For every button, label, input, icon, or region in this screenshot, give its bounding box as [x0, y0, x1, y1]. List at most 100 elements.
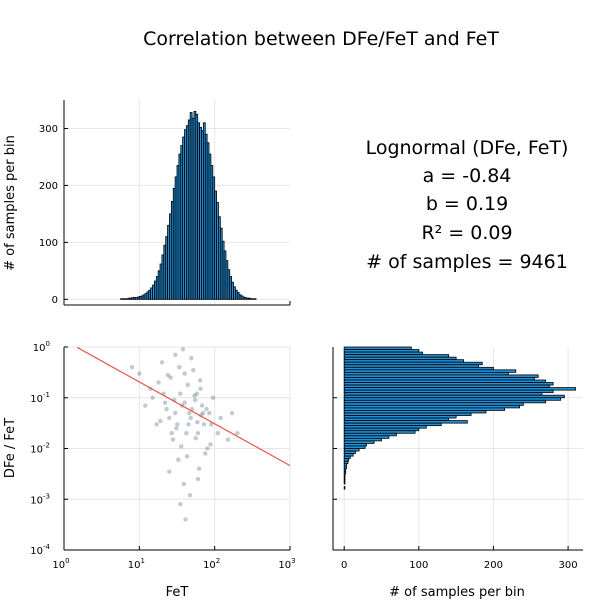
right-hist-xtick-label: 0 [341, 560, 347, 571]
scatter-point [205, 446, 210, 451]
scatter-point [187, 410, 192, 416]
right-hist-xtick-label: 300 [559, 560, 578, 571]
scatter-point [159, 360, 165, 365]
scatter-point [181, 481, 187, 487]
right-hist-xtick-label: 200 [484, 560, 503, 571]
scatter-point [179, 444, 184, 449]
scatter-xtick-label: 102 [203, 557, 220, 571]
stats-r2: R² = 0.09 [421, 222, 512, 244]
scatter-point [178, 501, 183, 507]
right-hist-xtick-label: 100 [409, 560, 428, 571]
scatter-point [225, 437, 231, 442]
scatter-point [183, 517, 188, 522]
scatter-point [201, 422, 207, 427]
scatter-point [182, 371, 187, 376]
scatter-point [215, 431, 220, 436]
scatter-point [174, 426, 179, 431]
scatter-xtick-label: 100 [52, 557, 69, 571]
scatter-point [167, 415, 172, 421]
scatter-point [198, 386, 203, 392]
scatter-point [194, 391, 200, 396]
scatter-point [189, 356, 194, 361]
stats-b: b = 0.19 [426, 193, 508, 215]
scatter-point [195, 476, 201, 482]
scatter-point [235, 431, 240, 436]
scatter-point [191, 367, 196, 373]
scatter-point [170, 437, 176, 442]
scatter-point [156, 380, 161, 385]
top-hist-bar [253, 298, 257, 300]
scatter-point [178, 391, 183, 396]
scatter-point [209, 422, 214, 427]
stats-n: # of samples = 9461 [366, 251, 568, 273]
scatter-point [195, 419, 200, 425]
scatter-point [200, 410, 206, 416]
scatter-point [218, 415, 223, 421]
scatter-point [188, 415, 193, 421]
scatter-xtick-label: 101 [128, 557, 145, 571]
stats-heading: Lognormal (DFe, FeT) [366, 137, 569, 159]
scatter-point [150, 395, 155, 400]
top-hist-ytick-label: 300 [39, 124, 58, 135]
scatter-point [164, 406, 169, 412]
scatter-point [137, 371, 142, 376]
scatter-ytick-label: 10-1 [30, 391, 50, 405]
scatter-point [143, 403, 148, 408]
top-hist-ytick-label: 0 [52, 295, 58, 306]
scatter-point [168, 375, 173, 380]
scatter-point [154, 422, 159, 427]
scatter-point [177, 364, 182, 370]
scatter-point [186, 422, 191, 427]
scatter-ylabel: DFe / FeT [3, 418, 18, 478]
scatter-point [184, 431, 189, 436]
right-histogram: 0 100 200 300 # of samples per bin [332, 346, 583, 600]
scatter-point [195, 431, 201, 436]
scatter-point [158, 418, 163, 424]
scatter-point [185, 382, 191, 387]
scatter-point [204, 406, 209, 412]
scatter-xlabel: FeT [166, 585, 189, 600]
scatter-point [173, 352, 178, 358]
scatter-point [197, 378, 203, 383]
scatter-point [203, 451, 208, 456]
scatter-point [169, 431, 175, 436]
scatter-point [207, 410, 212, 416]
scatter-ytick-label: 10-4 [30, 543, 50, 557]
fit-line [76, 346, 291, 467]
scatter-point [196, 466, 202, 471]
scatter-point [229, 410, 235, 416]
top-histogram: 0 100 200 300 # of samples per bin [3, 100, 291, 306]
right-hist-bar [343, 481, 346, 485]
top-hist-ytick-label: 200 [39, 181, 58, 192]
scatter-ytick-label: 10-3 [30, 492, 50, 506]
scatter-point [193, 435, 198, 441]
scatter-plot: 100 101 102 103 10-4 10-3 10-2 10-1 100 FeT DFe / … [3, 340, 296, 600]
scatter-point [199, 403, 205, 408]
scatter-point [187, 493, 193, 498]
scatter-point [173, 410, 178, 416]
scatter-xtick-label: 103 [278, 557, 295, 571]
top-hist-ytick-label: 100 [39, 238, 58, 249]
scatter-point [175, 422, 180, 427]
scatter-point [162, 400, 168, 405]
scatter-point [208, 442, 213, 447]
scatter-point [182, 400, 187, 405]
scatter-point [180, 347, 186, 352]
scatter-point [192, 393, 197, 398]
chart-title: Correlation between DFe/FeT and FeT [143, 28, 499, 50]
scatter-point [176, 457, 181, 462]
scatter-ytick-label: 10-2 [30, 442, 50, 456]
right-hist-bar [343, 486, 346, 490]
scatter-point [184, 454, 190, 459]
top-hist-ylabel: # of samples per bin [3, 135, 18, 271]
stats-box: Lognormal (DFe, FeT) a = -0.84 b = 0.19 … [366, 137, 569, 273]
scatter-point [167, 469, 172, 474]
right-hist-xlabel: # of samples per bin [389, 585, 525, 600]
scatter-ytick-label: 100 [33, 340, 50, 354]
stats-a: a = -0.84 [423, 165, 512, 187]
scatter-point [210, 395, 216, 400]
scatter-point [129, 364, 135, 370]
scatter-point [165, 372, 171, 378]
